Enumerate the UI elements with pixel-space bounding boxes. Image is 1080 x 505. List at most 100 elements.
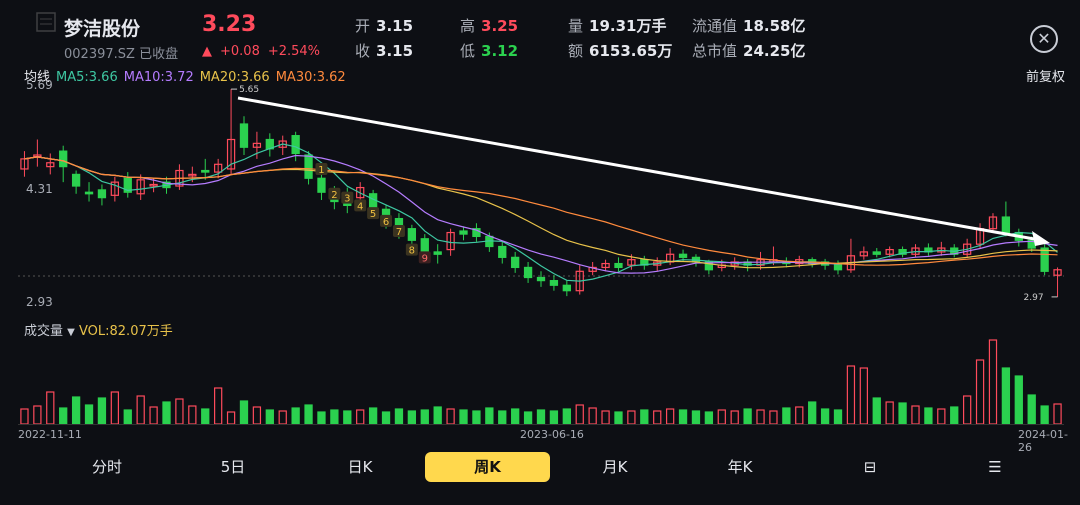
volume-label: 成交量 xyxy=(24,324,64,339)
candle-body xyxy=(433,251,442,255)
candle-body xyxy=(97,189,107,199)
candle-body xyxy=(459,230,468,235)
td-sequence-box xyxy=(354,199,367,212)
tab-5day[interactable]: 5日 xyxy=(220,458,246,476)
indicator-settings-icon[interactable]: ⊟ xyxy=(863,458,877,476)
stock-name: 梦洁股份 xyxy=(64,18,141,40)
volume-bar xyxy=(562,408,571,425)
volume-bar xyxy=(782,407,791,425)
volume-bar xyxy=(588,407,597,425)
volume-bar xyxy=(730,410,739,425)
ma10-value: MA10:3.72 xyxy=(123,70,194,85)
volume-bar xyxy=(175,398,184,425)
tab-weekly-k[interactable]: 周K xyxy=(425,452,550,482)
candle-body xyxy=(627,259,636,266)
volume-bar xyxy=(472,410,481,425)
candle-body xyxy=(562,284,571,292)
candle-body xyxy=(252,142,262,148)
volume-bar xyxy=(1001,367,1011,425)
volume-bar xyxy=(665,408,675,425)
candle-body xyxy=(1001,216,1011,234)
volume-bar xyxy=(769,410,778,425)
trend-arrow-line xyxy=(237,96,1041,242)
td-sequence-box xyxy=(341,191,354,204)
candle-body xyxy=(317,177,326,193)
ma-legend: 均线 MA5:3.66 MA10:3.72 MA20:3.66 MA30:3.62 xyxy=(24,66,352,85)
volume-bar xyxy=(511,408,520,425)
up-triangle-icon: ▲ xyxy=(202,44,212,59)
price-change: ▲ +0.08 +2.54% xyxy=(202,44,328,59)
y-label-top: 5.69 xyxy=(26,78,53,92)
volume-dropdown-icon[interactable]: ▼ xyxy=(67,327,75,338)
candle-body xyxy=(523,266,533,279)
volume-bar xyxy=(446,408,455,425)
volume-bar xyxy=(924,407,933,425)
menu-icon[interactable]: ☰ xyxy=(988,458,1002,476)
candle-body xyxy=(278,140,287,148)
float-value: 流通值 18.58亿 xyxy=(692,17,806,35)
market-status: 已收盘 xyxy=(139,47,179,62)
volume-bar xyxy=(898,402,907,425)
volume-bar xyxy=(1053,403,1062,425)
candle-body xyxy=(498,245,507,258)
volume-bar xyxy=(962,395,972,425)
candle-body xyxy=(1040,247,1049,272)
candle-body xyxy=(136,179,145,195)
volume-bar xyxy=(988,339,998,425)
adjust-toggle[interactable]: 前复权 xyxy=(1026,70,1066,85)
candle-body xyxy=(962,243,972,255)
volume-bar xyxy=(1040,405,1049,425)
volume-bar xyxy=(381,411,391,425)
candle-body xyxy=(123,177,132,193)
candle-body xyxy=(59,150,68,168)
trend-arrowhead xyxy=(1032,231,1050,246)
market-cap: 总市值 24.25亿 xyxy=(692,42,806,60)
y-label-bottom: 2.93 xyxy=(26,295,53,309)
td-sequence-number: 3 xyxy=(344,194,350,205)
volume-bar xyxy=(84,404,94,425)
close-price: 收 3.15 xyxy=(355,42,414,60)
tab-daily-k[interactable]: 日K xyxy=(347,458,373,476)
candle-body xyxy=(304,154,313,179)
volume-bar xyxy=(330,409,339,425)
candle-body xyxy=(678,253,688,258)
tab-monthly-k[interactable]: 月K xyxy=(602,458,628,476)
candle-body xyxy=(536,276,546,282)
volume-bar xyxy=(911,405,920,425)
volume-bar xyxy=(575,404,584,425)
volume-bar xyxy=(717,409,726,425)
low-annotation: 2.97 xyxy=(1024,293,1044,303)
candle-body xyxy=(1053,269,1062,276)
stock-code-status: 002397.SZ 已收盘 xyxy=(64,43,178,62)
td-sequence-box xyxy=(380,214,393,227)
volume-bar xyxy=(33,405,42,425)
td-sequence-box xyxy=(328,187,341,200)
ma30-value: MA30:3.62 xyxy=(275,70,346,85)
volume-bar xyxy=(846,365,856,425)
volume-bar xyxy=(214,387,223,425)
ma20-value: MA20:3.66 xyxy=(199,70,270,85)
ma5-line xyxy=(24,143,1058,282)
volume-bar xyxy=(950,406,959,425)
volume-bar xyxy=(20,408,29,425)
volume-bar xyxy=(975,359,985,425)
volume-stat: 量 19.31万手 xyxy=(568,17,667,35)
volume-bar xyxy=(498,410,507,425)
volume-bar xyxy=(808,401,817,425)
volume-bar xyxy=(691,410,701,425)
td-sequence-box xyxy=(367,207,380,220)
ma30-line xyxy=(24,156,1058,266)
tab-yearly-k[interactable]: 年K xyxy=(727,458,753,476)
volume-bar xyxy=(123,409,132,425)
volume-bar xyxy=(420,409,429,425)
change-amount: +0.08 xyxy=(220,44,260,59)
volume-bar xyxy=(304,404,313,425)
volume-bar xyxy=(885,401,894,425)
volume-bar xyxy=(627,410,636,425)
exchange-logo-icon xyxy=(36,12,56,32)
ma10-line xyxy=(24,154,1058,274)
close-icon[interactable]: ✕ xyxy=(1030,25,1058,53)
tab-intraday[interactable]: 分时 xyxy=(91,458,122,476)
volume-bar xyxy=(110,391,120,425)
